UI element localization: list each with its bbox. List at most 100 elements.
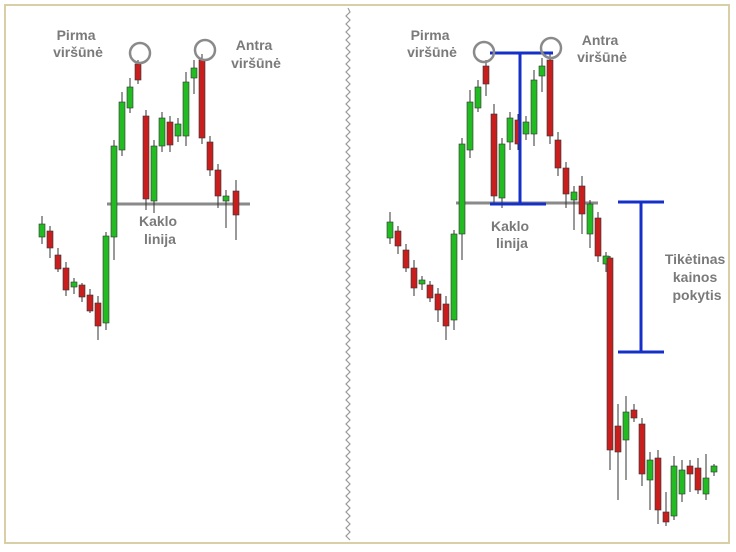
right-candle-body xyxy=(530,79,538,135)
right-candle-body xyxy=(578,185,586,215)
right-candle-31 xyxy=(622,396,630,480)
right-candle-body xyxy=(394,230,402,247)
zigzag-divider-icon xyxy=(345,7,351,541)
right-candle-body xyxy=(646,459,654,481)
left-peak1-label: Pirma viršūnė xyxy=(53,27,103,60)
right-candle-5 xyxy=(418,276,426,290)
left-neckline-label: Kaklo linija xyxy=(139,213,181,247)
right-candle-14 xyxy=(490,104,498,204)
left-candle-body xyxy=(206,141,214,171)
right-candle-body xyxy=(442,303,450,327)
left-peak1-marker-icon xyxy=(128,41,152,65)
left-candle-body xyxy=(190,67,198,79)
left-candle-body xyxy=(232,190,240,216)
right-peak1-label-line1: Pirma xyxy=(411,27,450,43)
left-neckline-label-line2: linija xyxy=(144,231,176,247)
left-candle-body xyxy=(62,267,70,291)
right-candle-body xyxy=(402,249,410,269)
target-move-bracket-icon xyxy=(618,200,664,354)
left-candle-1 xyxy=(38,216,46,244)
right-candle-6 xyxy=(426,281,434,302)
left-candle-body xyxy=(46,230,54,249)
left-candle-11 xyxy=(118,92,126,156)
right-candle-body xyxy=(662,511,670,523)
right-candle-body xyxy=(654,457,662,511)
left-candle-body xyxy=(158,117,166,147)
right-candle-12 xyxy=(474,80,482,112)
right-candle-15 xyxy=(498,138,506,208)
left-candle-body xyxy=(54,254,62,270)
right-candle-body xyxy=(606,257,614,451)
right-candle-body xyxy=(702,477,710,495)
right-candle-40 xyxy=(694,458,702,494)
right-candle-37 xyxy=(670,456,678,520)
left-candle-7 xyxy=(86,289,94,313)
right-candle-13 xyxy=(482,60,490,96)
left-candle-3 xyxy=(54,248,62,272)
right-candle-25 xyxy=(578,176,586,234)
left-candle-body xyxy=(182,81,190,137)
right-candle-26 xyxy=(586,200,594,248)
right-candle-body xyxy=(622,411,630,441)
right-candle-body xyxy=(710,465,718,473)
right-neckline-label: Kaklo linija xyxy=(491,218,533,251)
right-candle-body xyxy=(474,86,482,109)
left-candle-body xyxy=(102,235,110,324)
left-candle-body xyxy=(86,294,94,312)
right-peak2-label-line2: viršūnė xyxy=(577,49,627,65)
left-peak1-label-line2: viršūnė xyxy=(53,44,103,60)
right-candle-8 xyxy=(442,296,450,340)
right-candle-18 xyxy=(522,116,530,140)
right-candle-10 xyxy=(458,138,466,260)
right-candles xyxy=(386,52,718,526)
left-candle-body xyxy=(222,195,230,202)
left-candle-16 xyxy=(158,112,166,152)
right-candle-3 xyxy=(402,244,410,272)
right-candle-body xyxy=(434,293,442,311)
right-neckline-label-line1: Kaklo xyxy=(491,218,529,234)
left-candle-body xyxy=(118,101,126,151)
right-candle-body xyxy=(554,139,562,169)
right-peak1-marker-icon xyxy=(472,40,496,64)
right-candle-body xyxy=(450,233,458,321)
right-peak2-label: Antra viršūnė xyxy=(577,32,627,65)
right-candle-body xyxy=(678,469,686,495)
right-candle-32 xyxy=(630,404,638,422)
right-candle-20 xyxy=(538,58,546,92)
right-candle-19 xyxy=(530,70,538,146)
right-candle-body xyxy=(418,279,426,285)
left-candle-4 xyxy=(62,262,70,296)
right-candle-body xyxy=(410,267,418,289)
right-candle-42 xyxy=(710,464,718,476)
right-candle-body xyxy=(570,191,578,201)
right-peak2-marker-icon xyxy=(539,36,563,60)
left-candle-body xyxy=(78,284,86,298)
right-candle-23 xyxy=(562,162,570,208)
right-candle-16 xyxy=(506,112,514,150)
left-candle-body xyxy=(94,302,102,327)
left-peak1-label-line1: Pirma xyxy=(57,27,96,43)
left-peak2-label: Antra viršūnė xyxy=(231,37,281,71)
right-candle-11 xyxy=(466,90,474,158)
right-candle-7 xyxy=(434,288,442,322)
right-panel: Pirma viršūnė Antra viršūnė Kaklo linija… xyxy=(386,27,725,526)
right-candle-body xyxy=(546,59,554,137)
right-candle-body xyxy=(686,465,694,475)
left-candle-12 xyxy=(126,78,134,113)
right-candle-1 xyxy=(386,212,394,244)
left-neckline-label-line1: Kaklo xyxy=(139,213,177,229)
left-candle-10 xyxy=(110,140,118,260)
right-candle-24 xyxy=(570,186,578,230)
left-candle-body xyxy=(214,169,222,197)
right-candle-29 xyxy=(606,256,614,470)
left-candle-22 xyxy=(206,136,214,176)
left-candle-6 xyxy=(78,283,86,302)
right-candle-body xyxy=(538,65,546,77)
right-candle-body xyxy=(490,113,498,197)
right-candle-34 xyxy=(646,452,654,510)
left-candle-25 xyxy=(232,180,240,240)
right-candle-30 xyxy=(614,404,622,500)
left-candle-body xyxy=(126,86,134,109)
left-candles xyxy=(38,54,240,340)
